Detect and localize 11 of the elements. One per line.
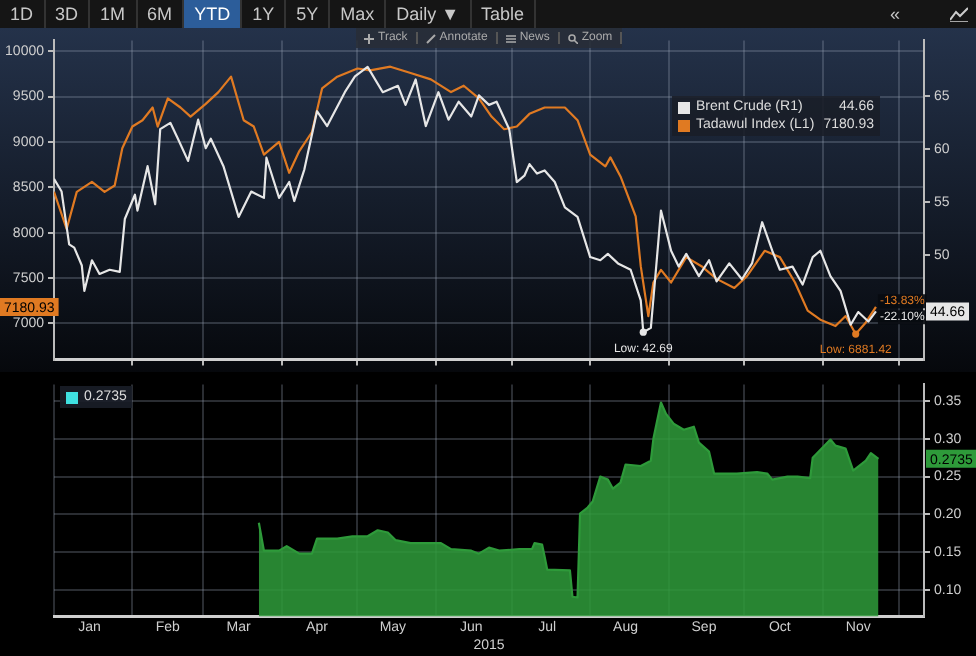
text: Max [330,0,387,28]
text: 1Y [242,0,287,28]
text: Daily ▼ [386,0,472,28]
text: 1M [90,0,138,28]
text: 6M [137,0,185,28]
text: « [887,2,902,28]
text: 1D [0,0,46,28]
text: 5Y [286,0,331,28]
text: Table [471,0,537,28]
text: 3D [45,0,91,28]
text: YTD [184,0,243,28]
